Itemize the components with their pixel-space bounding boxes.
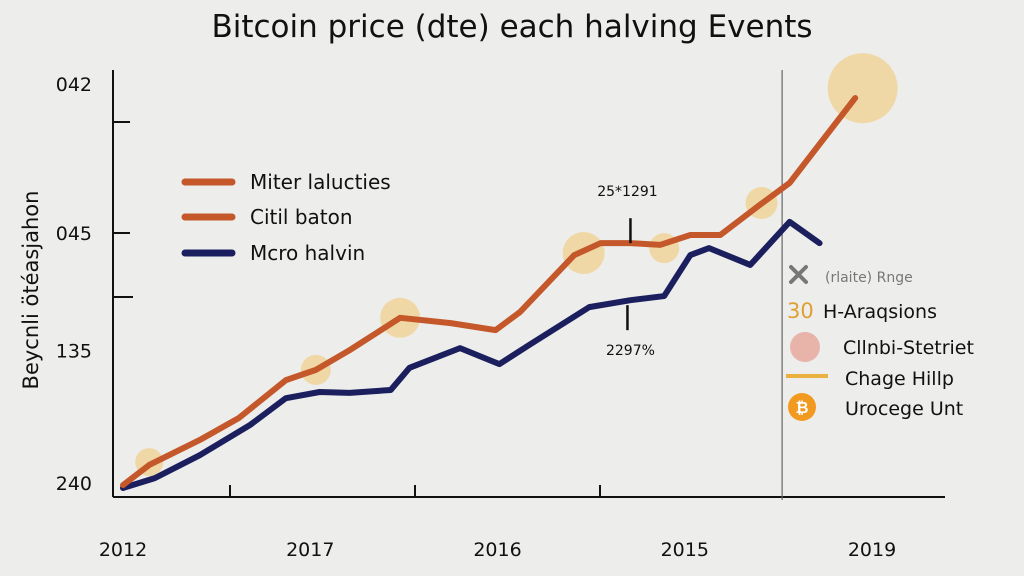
x-tick-label: 2012 [99,539,147,561]
number-icon: 30 [787,299,814,323]
bitcoin-symbol: ₿ [795,398,808,417]
x-tick-label: 2019 [848,539,896,561]
side-legend-label: Urocege Unt [845,398,963,420]
annotation-label: 25*1291 [597,184,657,200]
axes [112,70,945,498]
y-tick-label: 240 [56,473,92,495]
side-legend-label: Chage Hillp [845,368,954,390]
x-tick-label: 2016 [473,539,521,561]
legend-label: Miter lalucties [250,170,391,194]
y-axis-label: Beycnli ötéasjahon [19,191,43,390]
chart-title: Bitcoin price (dte) each halving Events [211,9,812,45]
y-tick-label: 135 [56,341,92,363]
annotation-label: 2297% [606,343,655,359]
side-legend-label: (rlaite) Rnge [825,270,913,286]
legend-label: Mcro halvin [250,241,365,265]
side-legend-label: Cllnbi-Stetriet [843,337,974,359]
series-line-0 [120,95,859,489]
pink-coin-icon [790,332,820,362]
crossed-tools-icon [789,265,808,284]
side-legend: (rlaite) Rnge 30 H-Araqsions Cllnbi-Stet… [786,265,974,421]
x-tick-label: 2017 [286,539,334,561]
x-tick-label: 2015 [661,539,709,561]
bitcoin-icon [788,393,816,421]
legend-label: Citil baton [250,205,353,229]
y-tick-label: 042 [56,74,92,96]
halving-marker [827,53,898,124]
legend: Miter lalucties Citil baton Mcro halvin [181,170,391,265]
y-tick-label: 045 [56,223,92,245]
series-line-2 [120,218,823,491]
side-legend-label: H-Araqsions [823,301,937,323]
